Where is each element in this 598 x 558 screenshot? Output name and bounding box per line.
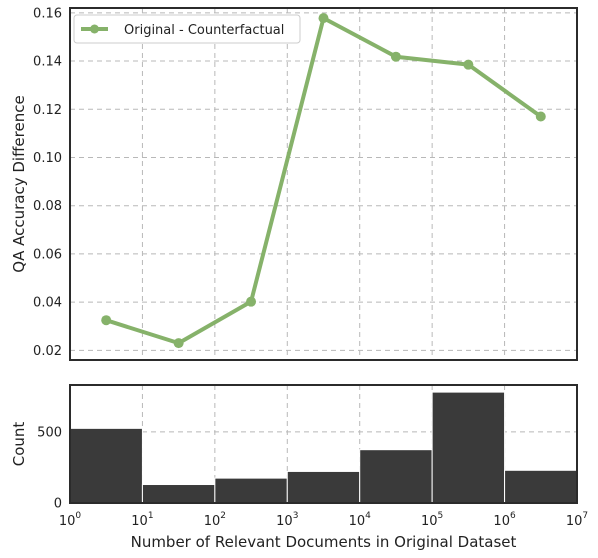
x-tick-label: 103 (276, 511, 298, 529)
histogram-bar (359, 449, 433, 504)
bottom-x-axis-ticks: 100 101 102 103 104 105 106 107 (59, 511, 588, 529)
x-axis-label: Number of Relevant Documents in Original… (131, 533, 517, 551)
x-tick-label: 101 (131, 511, 153, 529)
histogram-bar (141, 484, 216, 504)
top-series-line-group (101, 13, 546, 349)
x-tick-label: 107 (566, 511, 588, 529)
x-tick-label: 104 (349, 511, 372, 529)
legend-marker-swatch (90, 24, 99, 34)
histogram-bar (431, 391, 506, 504)
histogram-bar (286, 470, 361, 504)
bottom-y-axis-ticks: 0 500 (37, 425, 62, 511)
top-grid (70, 8, 577, 360)
histogram-bar (504, 469, 578, 504)
legend-box (73, 14, 301, 44)
x-tick-label: 106 (493, 511, 516, 529)
data-point-marker (535, 111, 546, 122)
top-y-tick-label: 0.10 (33, 151, 62, 166)
x-tick-label: 100 (59, 511, 82, 529)
bottom-y-axis-label: Count (10, 422, 28, 467)
histogram-bars (69, 391, 578, 504)
x-tick-label: 105 (421, 511, 443, 529)
data-point-marker (101, 315, 112, 326)
histogram-bar (69, 427, 143, 504)
histogram-bar (214, 477, 288, 504)
legend-series-name: Original - Counterfactual (124, 23, 284, 38)
data-point-marker (390, 51, 401, 62)
top-y-tick-label: 0.12 (33, 103, 62, 118)
top-y-tick-label: 0.04 (33, 296, 62, 311)
top-y-tick-label: 0.16 (33, 6, 62, 21)
data-point-marker (463, 59, 474, 70)
data-point-marker (173, 338, 184, 349)
series-line (105, 16, 542, 346)
top-plot-frame (69, 7, 578, 361)
top-y-axis-label: QA Accuracy Difference (10, 95, 28, 272)
bottom-y-tick-label: 500 (37, 425, 62, 440)
bottom-plot-frame (69, 384, 578, 504)
top-y-tick-label: 0.08 (33, 199, 62, 214)
x-tick-label: 102 (204, 511, 226, 529)
bottom-y-tick-label: 0 (54, 497, 62, 512)
data-point-marker (246, 296, 257, 307)
data-point-marker (318, 13, 329, 24)
top-y-tick-label: 0.02 (33, 344, 62, 359)
legend: Original - Counterfactual (73, 14, 301, 44)
top-y-axis-ticks: 0.02 0.04 0.06 0.08 0.10 0.12 0.14 0.16 (33, 6, 62, 359)
top-y-tick-label: 0.14 (33, 55, 62, 70)
top-y-tick-label: 0.06 (33, 247, 62, 262)
